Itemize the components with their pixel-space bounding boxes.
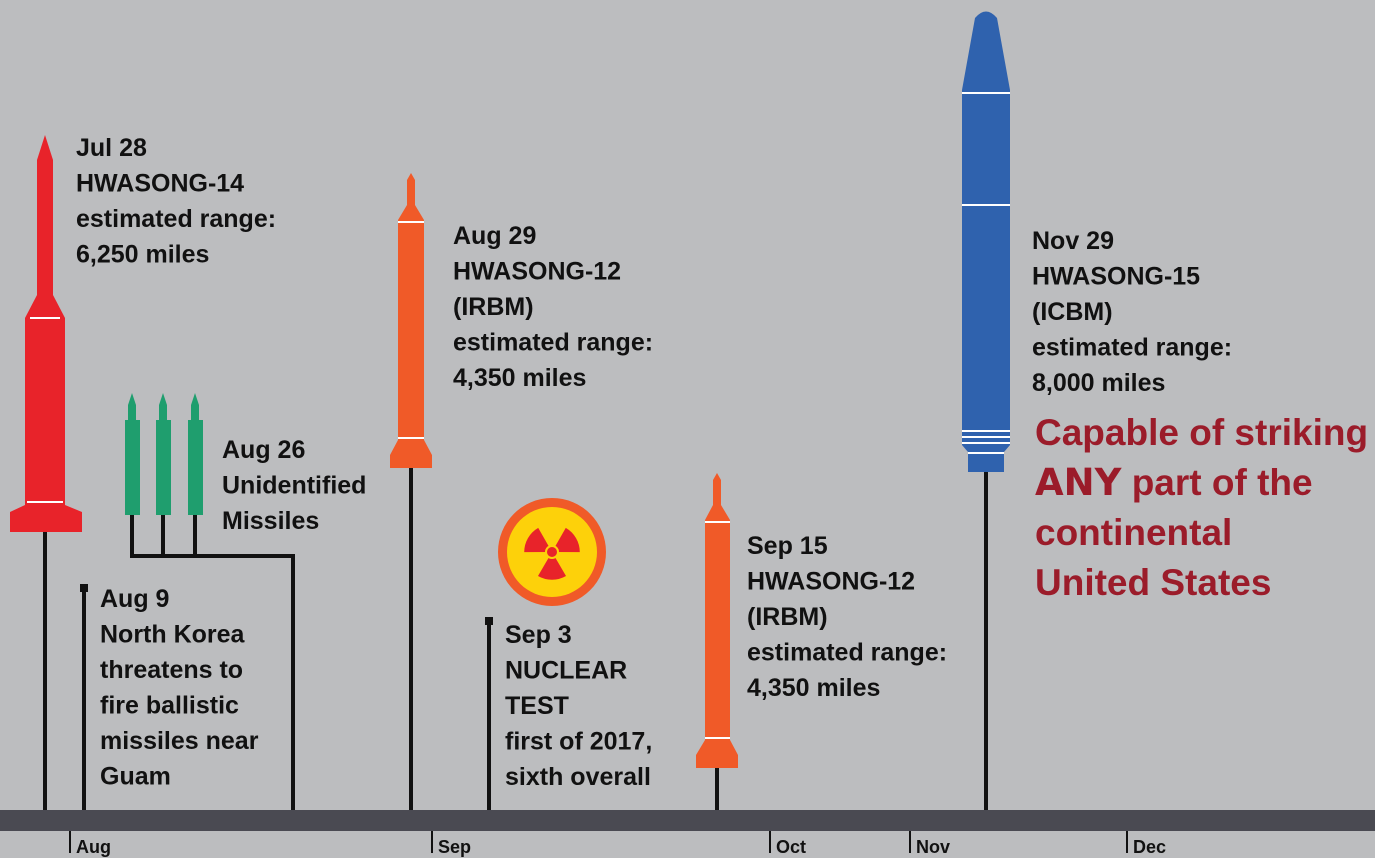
nuclear-symbol — [498, 498, 606, 606]
timeline-bar — [0, 810, 1375, 831]
event-date: Sep 3 — [505, 621, 572, 649]
event-text: estimated range: — [453, 329, 653, 357]
event-text: HWASONG-14 — [76, 170, 244, 198]
event-text: 4,350 miles — [747, 674, 880, 702]
event-text: TEST — [505, 692, 569, 720]
event-date: Sep 15 — [747, 532, 828, 560]
event-text: missiles near — [100, 727, 259, 755]
event-text: Missiles — [222, 507, 319, 535]
event-text: NUCLEAR — [505, 657, 627, 685]
event-text: Guam — [100, 763, 171, 791]
event-text: first of 2017, — [505, 728, 652, 756]
month-label: Aug — [76, 837, 111, 857]
callout-text: United States — [1035, 562, 1271, 603]
callout-text: Capable of striking — [1035, 412, 1368, 453]
event-date: Nov 29 — [1032, 227, 1114, 255]
callout-emphasis: ANY — [1035, 461, 1123, 504]
callout-text: part of the — [1132, 462, 1313, 503]
event-date: Jul 28 — [76, 134, 147, 162]
callout-text: continental — [1035, 512, 1232, 553]
event-text: HWASONG-15 — [1032, 263, 1200, 291]
callout-text: ANY part of the — [1035, 461, 1313, 504]
marker — [80, 584, 88, 592]
marker — [485, 617, 493, 625]
event-text: HWASONG-12 — [453, 258, 621, 286]
event-text: 8,000 miles — [1032, 369, 1165, 397]
event-text: fire ballistic — [100, 692, 239, 720]
month-label: Sep — [438, 837, 471, 857]
event-text: estimated range: — [1032, 334, 1232, 362]
event-text: (IRBM) — [747, 603, 828, 631]
event-text: estimated range: — [747, 639, 947, 667]
event-text: (ICBM) — [1032, 298, 1113, 326]
rocket-blue — [962, 12, 1010, 473]
event-text: 6,250 miles — [76, 241, 209, 269]
month-label: Oct — [776, 837, 806, 857]
event-text: threatens to — [100, 656, 243, 684]
event-date: Aug 9 — [100, 585, 169, 613]
event-text: 4,350 miles — [453, 364, 586, 392]
timeline: Jul 28 HWASONG-14 estimated range: 6,250 mi… — [0, 0, 1375, 858]
month-label: Dec — [1133, 837, 1166, 857]
event-text: (IRBM) — [453, 293, 534, 321]
month-label: Nov — [916, 837, 950, 857]
event-text: sixth overall — [505, 763, 651, 791]
event-date: Aug 29 — [453, 222, 536, 250]
event-text: estimated range: — [76, 205, 276, 233]
event-text: North Korea — [100, 621, 246, 649]
event-text: Unidentified — [222, 472, 366, 500]
event-date: Aug 26 — [222, 436, 305, 464]
event-text: HWASONG-12 — [747, 568, 915, 596]
